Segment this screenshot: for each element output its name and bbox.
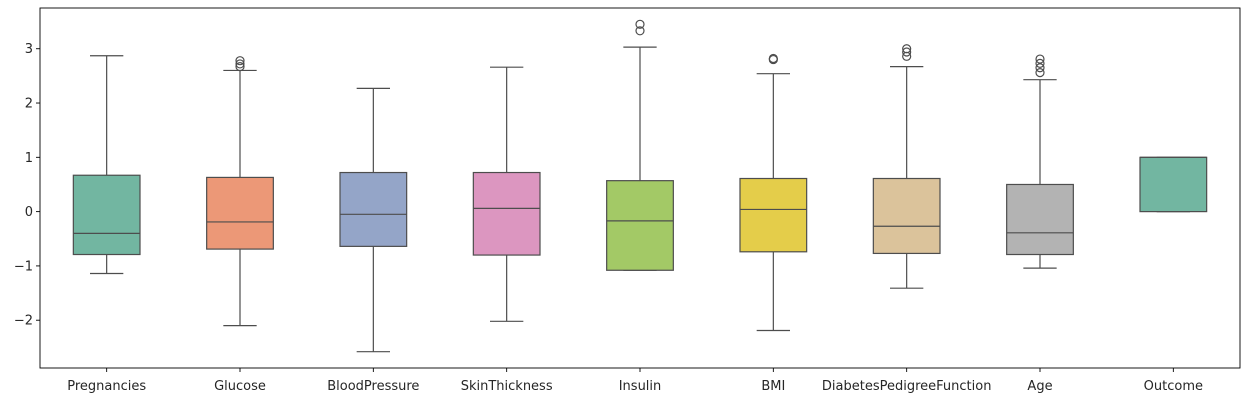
- outlier-point: [1035, 68, 1045, 78]
- x-category-label: BloodPressure: [327, 379, 419, 394]
- y-tick-label: 0: [25, 205, 33, 220]
- outlier-point: [902, 44, 912, 54]
- x-category-label: Pregnancies: [67, 379, 146, 394]
- y-tick-label: −2: [14, 314, 33, 329]
- y-tick-label: 2: [25, 97, 33, 112]
- outlier-point: [1035, 63, 1045, 73]
- iqr-box: [872, 177, 941, 255]
- x-category-label: Outcome: [1144, 379, 1203, 394]
- x-category-label: SkinThickness: [461, 379, 553, 394]
- box-diabetespedigreefunction: [872, 44, 941, 289]
- box-outcome: [1139, 156, 1208, 213]
- x-category-label: Insulin: [619, 379, 662, 394]
- outlier-point: [635, 26, 645, 36]
- y-axis: −2 −1 0 1 2 3: [14, 42, 40, 329]
- outlier-point: [235, 59, 245, 69]
- outlier-point: [902, 47, 912, 57]
- x-category-label: Age: [1027, 379, 1052, 394]
- outlier-point: [635, 19, 645, 29]
- iqr-box: [206, 176, 274, 250]
- box-bmi: [739, 53, 808, 332]
- iqr-box: [72, 174, 141, 256]
- y-tick-label: −1: [14, 259, 33, 274]
- y-tick-label: 1: [25, 151, 33, 166]
- iqr-box: [472, 171, 541, 256]
- x-category-label: Glucose: [214, 379, 266, 394]
- box-insulin: [606, 19, 674, 271]
- plot-area: [72, 19, 1208, 353]
- box-glucose: [206, 56, 274, 327]
- x-category-label: DiabetesPedigreeFunction: [822, 379, 992, 394]
- outlier-point: [1035, 58, 1045, 68]
- iqr-box: [1139, 156, 1208, 213]
- iqr-box: [1006, 183, 1074, 256]
- iqr-box: [739, 177, 808, 253]
- iqr-box: [606, 180, 674, 271]
- y-tick-label: 3: [25, 42, 33, 57]
- box-bloodpressure: [339, 87, 408, 353]
- x-axis: Pregnancies Glucose BloodPressure SkinThick…: [67, 368, 1203, 394]
- outlier-point: [768, 53, 778, 64]
- box-age: [1006, 54, 1074, 269]
- box-pregnancies: [72, 55, 141, 275]
- iqr-box: [339, 171, 408, 247]
- x-category-label: BMI: [761, 379, 785, 394]
- outlier-point: [235, 56, 245, 66]
- outlier-point: [1035, 54, 1045, 64]
- box-skinthickness: [472, 66, 541, 322]
- outlier-point: [235, 62, 245, 72]
